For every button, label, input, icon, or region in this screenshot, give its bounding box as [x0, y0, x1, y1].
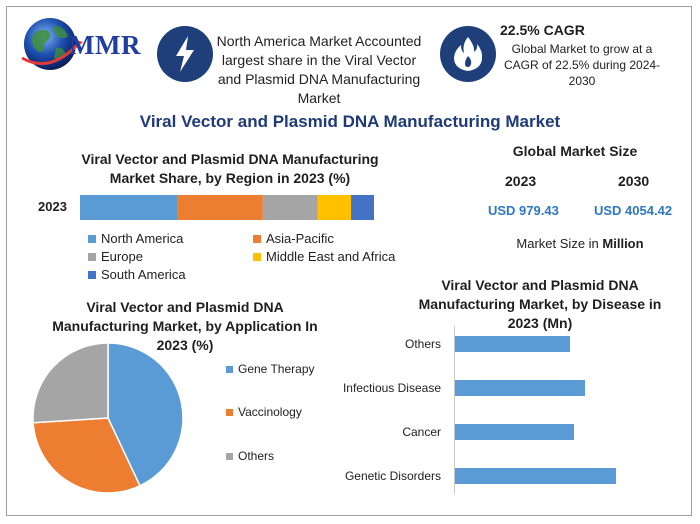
market-value-2023: USD 979.43 [488, 203, 559, 218]
mmr-logo [21, 18, 83, 70]
legend-swatch [88, 234, 96, 243]
region-segment-north-america [80, 195, 178, 220]
legend-swatch [226, 452, 233, 460]
lightning-icon [157, 26, 213, 82]
application-pie-chart [32, 342, 184, 494]
logo-text: MMR [69, 30, 141, 60]
region-segment-asia-pacific [177, 195, 263, 220]
pie-slice-others [32, 342, 109, 424]
legend-swatch [226, 365, 233, 373]
disease-chart-axis [454, 326, 455, 494]
legend-vaccinology: Vaccinology [226, 405, 302, 419]
application-chart-title: Viral Vector and Plasmid DNA Manufacturi… [52, 299, 318, 353]
legend-swatch [253, 234, 261, 243]
market-value-2030: USD 4054.42 [594, 203, 673, 218]
market-size-caption: Market Size in Million [516, 236, 644, 251]
flame-icon [440, 26, 496, 82]
disease-bar-infectious-disease [455, 380, 585, 396]
legend-middle-east-africa: Middle East and Africa [253, 249, 395, 264]
region-chart-title: Viral Vector and Plasmid DNA Manufacturi… [81, 151, 379, 186]
infographic-frame [6, 6, 692, 516]
legend-south-america: South America [88, 267, 186, 282]
year-2030: 2030 [618, 173, 650, 189]
legend-swatch [226, 408, 233, 416]
disease-label-cancer: Cancer [402, 425, 441, 439]
legend-swatch [253, 252, 261, 261]
disease-bar-cancer [455, 424, 575, 440]
legend-others: Others [226, 449, 274, 463]
disease-label-infectious-disease: Infectious Disease [342, 381, 441, 395]
disease-label-others: Others [404, 337, 441, 351]
region-segment-south-america [351, 195, 374, 220]
legend-swatch [88, 252, 96, 261]
global-market-size-title: Global Market Size [512, 143, 638, 159]
legend-gene-therapy: Gene Therapy [226, 362, 315, 376]
year-2023: 2023 [505, 173, 537, 189]
cagr-text: Global Market to grow at a CAGR of 22.5%… [503, 42, 661, 88]
disease-label-genetic-disorders: Genetic Disorders [344, 469, 441, 483]
legend-swatch [88, 270, 96, 279]
legend-north-america: North America [88, 231, 183, 246]
legend-asia-pacific: Asia-Pacific [253, 231, 334, 246]
disease-chart-title: Viral Vector and Plasmid DNA Manufacturi… [418, 277, 662, 331]
disease-bar-genetic-disorders [455, 468, 616, 484]
north-america-info: North America Market Accounted largest s… [216, 33, 422, 106]
region-segment-middle-east-and-africa [317, 195, 352, 220]
cagr-title: 22.5% CAGR [500, 22, 585, 38]
main-title: Viral Vector and Plasmid DNA Manufacturi… [139, 112, 561, 131]
region-segment-europe [262, 195, 318, 220]
disease-bar-others [455, 336, 571, 352]
pie-slice-vaccinology [32, 417, 141, 494]
pie-slice-gene-therapy [107, 342, 184, 487]
region-category-label: 2023 [38, 199, 67, 214]
region-stacked-bar [80, 195, 374, 220]
legend-europe: Europe [88, 249, 143, 264]
